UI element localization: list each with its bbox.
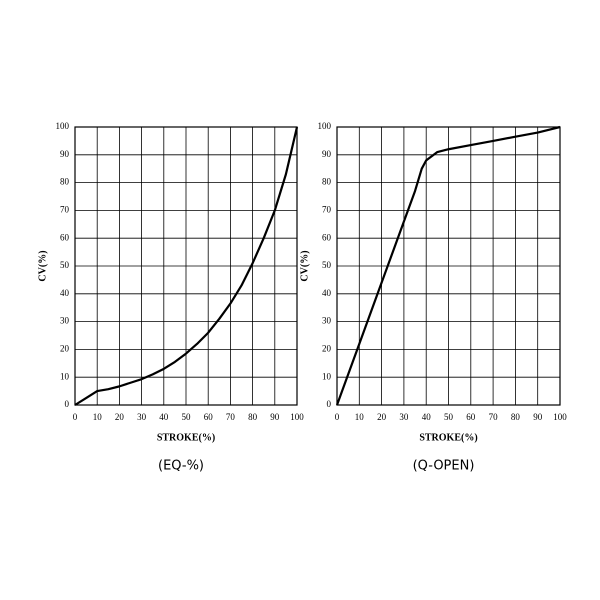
- x-tick-label: 100: [553, 412, 567, 422]
- y-axis-label: CV(%): [37, 250, 48, 281]
- x-tick-label: 10: [355, 412, 365, 422]
- y-tick-label: 40: [60, 288, 70, 298]
- y-tick-label: 90: [60, 149, 70, 159]
- y-tick-label: 80: [60, 177, 70, 187]
- y-axis-label: CV(%): [299, 250, 310, 281]
- x-tick-label: 80: [511, 412, 521, 422]
- y-tick-label: 0: [65, 399, 70, 409]
- x-tick-label: 40: [159, 412, 169, 422]
- x-tick-label: 80: [248, 412, 258, 422]
- x-tick-label: 100: [290, 412, 304, 422]
- y-tick-label: 80: [322, 177, 332, 187]
- y-tick-label: 10: [60, 371, 70, 381]
- x-axis-label: STROKE(%): [419, 432, 477, 443]
- x-tick-label: 60: [204, 412, 214, 422]
- y-tick-label: 60: [322, 232, 332, 242]
- x-tick-label: 30: [137, 412, 147, 422]
- curve: [335, 125, 561, 406]
- x-tick-label: 70: [489, 412, 499, 422]
- y-tick-label: 10: [322, 371, 332, 381]
- x-tick-label: 20: [377, 412, 387, 422]
- x-tick-label: 50: [182, 412, 192, 422]
- x-axis-label: STROKE(%): [157, 432, 215, 443]
- y-tick-label: 50: [322, 260, 332, 270]
- y-tick-label: 60: [60, 232, 70, 242]
- y-tick-label: 40: [322, 288, 332, 298]
- y-tick-label: 100: [318, 121, 332, 131]
- y-tick-label: 20: [322, 343, 332, 353]
- x-tick-label: 0: [73, 412, 78, 422]
- y-tick-label: 0: [327, 399, 332, 409]
- y-tick-label: 30: [322, 316, 332, 326]
- y-tick-label: 50: [60, 260, 70, 270]
- x-tick-label: 30: [399, 412, 409, 422]
- x-tick-label: 50: [444, 412, 454, 422]
- caption: (Q-OPEN): [413, 459, 475, 474]
- x-tick-label: 90: [533, 412, 543, 422]
- y-tick-label: 20: [60, 343, 70, 353]
- y-tick-label: 70: [322, 204, 332, 214]
- x-tick-label: 0: [335, 412, 340, 422]
- x-tick-label: 20: [115, 412, 125, 422]
- x-tick-label: 70: [226, 412, 236, 422]
- x-tick-label: 40: [422, 412, 432, 422]
- plot-frame: [74, 126, 298, 406]
- x-tick-label: 90: [270, 412, 280, 422]
- caption: (EQ-%): [158, 459, 204, 474]
- curve: [74, 126, 299, 406]
- y-tick-label: 30: [60, 316, 70, 326]
- plot-frame: [336, 126, 561, 406]
- y-tick-label: 70: [60, 204, 70, 214]
- y-tick-label: 90: [322, 149, 332, 159]
- x-tick-label: 60: [466, 412, 476, 422]
- x-tick-label: 10: [93, 412, 103, 422]
- y-tick-label: 100: [56, 121, 70, 131]
